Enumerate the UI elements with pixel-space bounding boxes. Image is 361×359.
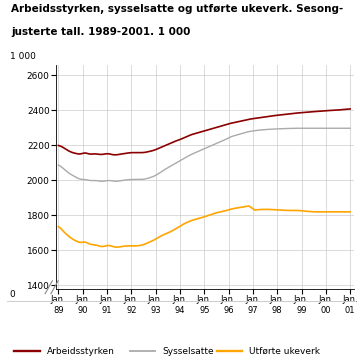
Text: justerte tall. 1989-2001. 1 000: justerte tall. 1989-2001. 1 000 (11, 27, 190, 37)
Text: Sysselsatte: Sysselsatte (162, 346, 214, 355)
Text: 1 000: 1 000 (10, 52, 36, 61)
Text: Arbeidsstyrken: Arbeidsstyrken (47, 346, 115, 355)
Text: Utførte ukeverk: Utførte ukeverk (249, 346, 320, 355)
Text: 0: 0 (10, 290, 16, 299)
Text: Arbeidsstyrken, sysselsatte og utførte ukeverk. Sesong-: Arbeidsstyrken, sysselsatte og utførte u… (11, 4, 343, 14)
